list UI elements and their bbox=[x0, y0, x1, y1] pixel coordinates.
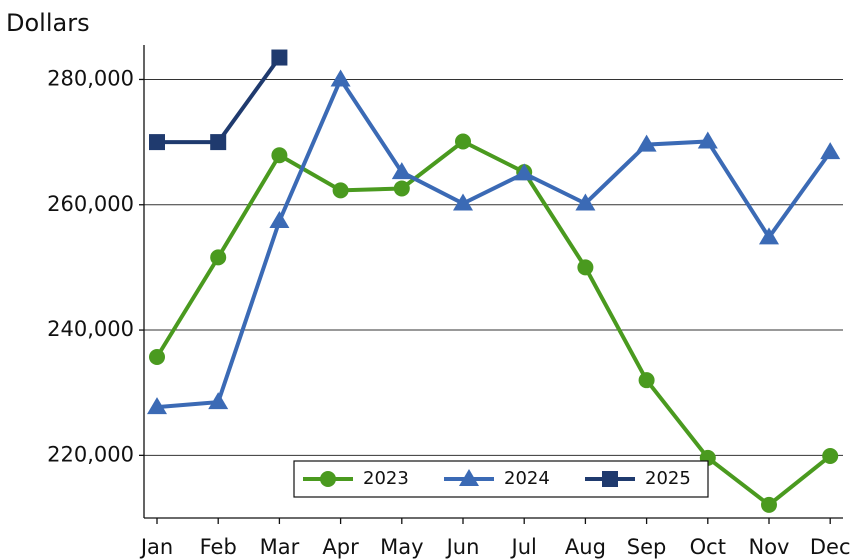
marker bbox=[822, 447, 839, 464]
marker bbox=[820, 142, 841, 160]
marker bbox=[638, 372, 655, 389]
marker bbox=[636, 134, 657, 152]
y-tick-label: 240,000 bbox=[47, 317, 134, 341]
chart-title: Dollars bbox=[6, 9, 90, 37]
x-tick-label: Mar bbox=[260, 535, 300, 559]
x-tick-label: Jan bbox=[139, 535, 173, 559]
marker bbox=[320, 471, 336, 487]
marker bbox=[577, 259, 594, 276]
x-tick-label: Sep bbox=[627, 535, 667, 559]
marker bbox=[602, 471, 618, 487]
legend-label: 2023 bbox=[363, 468, 409, 489]
x-tick-label: Dec bbox=[810, 535, 851, 559]
legend: 2023 2024 2025 bbox=[293, 460, 709, 498]
marker bbox=[761, 496, 777, 513]
marker bbox=[271, 49, 288, 66]
x-tick-label: Aug bbox=[565, 535, 606, 559]
series-line bbox=[155, 139, 832, 508]
x-tick-label: Nov bbox=[749, 535, 790, 559]
marker bbox=[697, 131, 718, 149]
marker bbox=[210, 249, 227, 266]
marker bbox=[453, 193, 473, 211]
x-tick-label: May bbox=[380, 535, 423, 559]
marker bbox=[147, 397, 167, 415]
marker bbox=[208, 392, 229, 410]
marker bbox=[759, 227, 779, 245]
marker bbox=[459, 469, 479, 486]
marker bbox=[575, 193, 596, 211]
series-line bbox=[156, 75, 832, 410]
marker bbox=[271, 147, 288, 164]
x-tick-label: Jun bbox=[445, 535, 480, 559]
marker bbox=[391, 162, 412, 180]
legend-box bbox=[293, 460, 709, 498]
y-tick-label: 220,000 bbox=[47, 442, 134, 466]
marker bbox=[149, 348, 165, 365]
y-tick-label: 280,000 bbox=[47, 66, 134, 90]
legend-label: 2024 bbox=[504, 468, 550, 489]
marker bbox=[269, 211, 290, 229]
x-tick-label: Jul bbox=[510, 535, 537, 559]
series-line bbox=[157, 56, 282, 145]
y-tick-label: 260,000 bbox=[47, 192, 134, 216]
marker bbox=[455, 133, 471, 150]
x-tick-label: Feb bbox=[200, 535, 237, 559]
marker bbox=[393, 180, 410, 197]
marker bbox=[330, 69, 351, 87]
marker bbox=[332, 182, 349, 199]
marker bbox=[514, 163, 535, 181]
x-tick-label: Oct bbox=[690, 535, 726, 559]
marker bbox=[149, 134, 165, 151]
x-tick-label: Apr bbox=[322, 535, 359, 559]
marker bbox=[210, 134, 227, 151]
legend-label: 2025 bbox=[645, 468, 691, 489]
